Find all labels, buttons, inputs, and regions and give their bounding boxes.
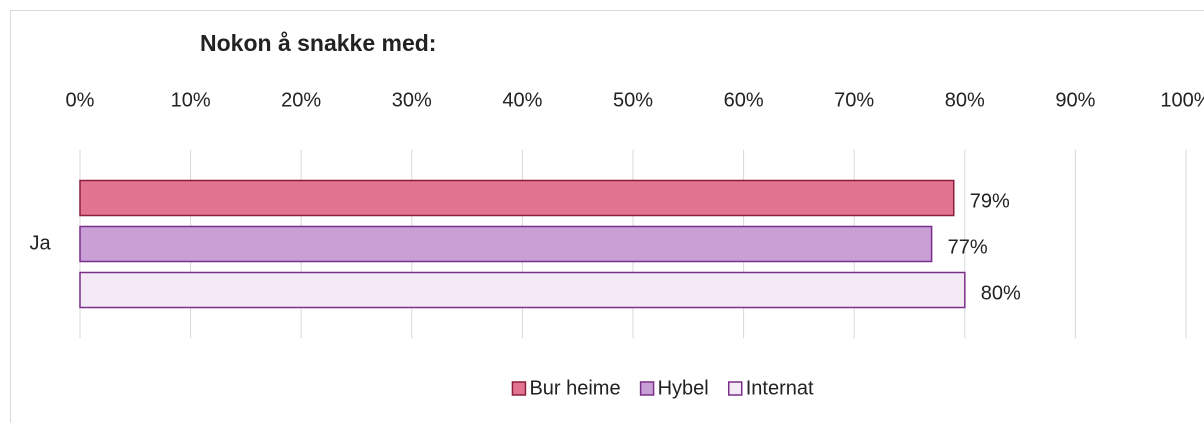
legend-swatch [639,381,655,396]
x-tick-label: 100% [1160,89,1204,111]
x-tick-label: 80% [945,89,985,111]
legend-swatch [511,381,527,396]
x-tick-label: 0% [66,89,95,111]
x-tick-label: 60% [724,89,764,111]
x-tick-label: 20% [281,89,321,111]
data-label: 79% [970,190,1010,212]
data-label: 77% [948,236,988,258]
x-tick-label: 90% [1055,89,1095,111]
x-tick-label: 40% [502,89,542,111]
data-label: 80% [981,282,1021,304]
legend-label: Hybel [658,377,709,399]
frame [10,10,1204,423]
bar [79,179,955,217]
legend-label: Bur heime [529,377,620,399]
x-tick-label: 70% [834,89,874,111]
chart-title: Nokon å snakke med: [200,30,436,56]
x-tick-label: 30% [392,89,432,111]
legend-label: Internat [746,377,814,399]
bar [79,225,933,263]
x-tick-label: 10% [171,89,211,111]
bar [79,271,966,309]
legend-swatch [727,381,743,396]
x-tick-label: 50% [613,89,653,111]
y-tick-label: Ja [29,232,51,254]
